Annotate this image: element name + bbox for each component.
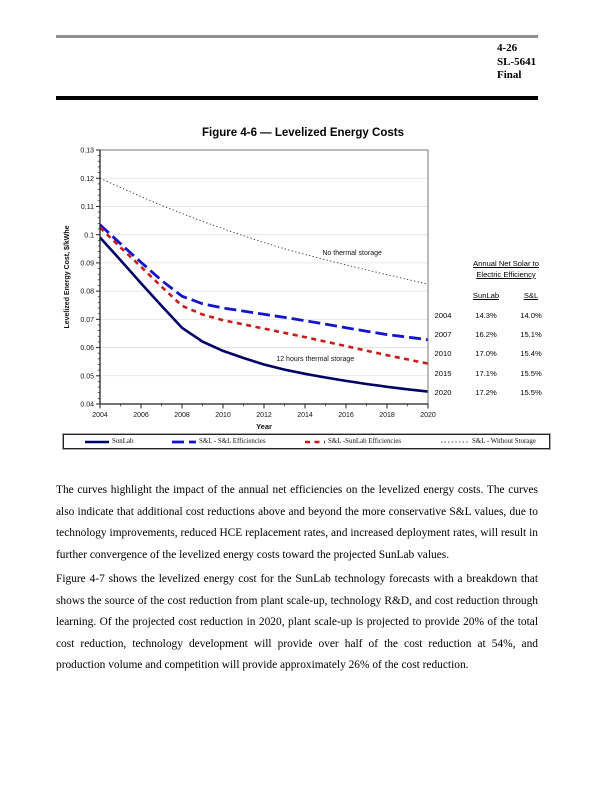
legend-line-sample [85, 440, 109, 443]
table-row-year: 2015 [434, 368, 452, 378]
y-tick-label: 0.11 [81, 204, 94, 211]
table-cell-sunlab: 16.2% [475, 329, 497, 339]
series-line-2 [99, 226, 429, 365]
x-tick-label: 2020 [420, 412, 436, 419]
series-line-3 [99, 177, 429, 285]
legend-item-1: S&L - S&L Efficiencies [172, 435, 266, 448]
annotation-1: 12 hours thermal storage [276, 356, 354, 363]
table-row-year: 2007 [434, 329, 452, 339]
y-tick-label: 0.13 [80, 148, 94, 155]
legend-line-sample [172, 440, 196, 443]
table-row-year: 2010 [434, 349, 452, 359]
y-axis-title: Levelized Energy Cost, $/kWhe [64, 225, 71, 328]
plot-border [99, 149, 429, 405]
legend-label: S&L - Without Storage [472, 438, 536, 445]
legend-line-sample [305, 440, 325, 443]
annotation-0: No thermal storage [322, 250, 382, 257]
paragraph-1: The curves highlight the impact of the a… [56, 484, 538, 561]
y-tick-label: 0.04 [80, 402, 94, 409]
legend-item-3: S&L - Without Storage [441, 435, 536, 448]
x-tick-label: 2018 [379, 412, 395, 419]
x-tick-label: 2012 [256, 412, 272, 419]
x-tick-label: 2010 [215, 412, 231, 419]
levelized-energy-costs-chart: 0.04 0.05 0.06 0.07 0.08 0.09 0.1 0.11 0.12 0.13 2… [64, 148, 436, 431]
series-line-0 [99, 236, 429, 393]
y-tick-label: 0.08 [80, 289, 94, 296]
table-cell-sunlab: 17.0% [475, 349, 497, 359]
chart-legend: SunLab S&L - S&L Efficiencies S&L -SunLab … [63, 434, 550, 449]
table-row-year: 2004 [434, 310, 452, 320]
series-line-1 [99, 223, 429, 342]
efficiency-table: SunLab S&L 2004 14.3% 14.0% 2007 16.2% 15.1% 201… [425, 286, 551, 402]
y-tick-label: 0.09 [80, 260, 94, 267]
table-cell-sl: 15.5% [520, 368, 542, 378]
y-tick-label: 0.1 [84, 232, 94, 239]
table-cell-sl: 15.4% [520, 349, 542, 359]
efficiency-table-title-line2: Electric Efficiency [476, 269, 536, 279]
header-status: Final [497, 69, 522, 82]
header-page-number: 4-26 [497, 42, 518, 54]
header-rule-black [56, 96, 538, 100]
legend-item-0: SunLab [85, 435, 133, 448]
column-header-sl: S&L [523, 291, 539, 301]
legend-label: SunLab [112, 438, 134, 445]
header-doc-number: SL-5641 [497, 55, 537, 68]
x-tick-label: 2006 [133, 412, 149, 419]
table-cell-sl: 15.1% [520, 329, 542, 339]
table-cell-sunlab: 17.1% [475, 368, 497, 378]
page-header: 4-26 SL-5641 Final [497, 42, 587, 83]
legend-line-sample [441, 441, 469, 442]
efficiency-table-title: Annual Net Solar to Electric Efficiency [461, 259, 551, 280]
header-rule-gray [56, 35, 538, 38]
y-tick-label: 0.06 [80, 345, 94, 352]
table-row-year: 2020 [434, 388, 452, 398]
x-tick-label: 2008 [174, 412, 190, 419]
efficiency-table-title-line1: Annual Net Solar to [473, 259, 539, 268]
paragraph-2: Figure 4-7 shows the levelized energy co… [56, 573, 538, 671]
x-tick-label: 2004 [92, 412, 108, 419]
table-cell-sunlab: 14.3% [475, 310, 497, 320]
table-cell-sl: 15.5% [520, 388, 542, 398]
x-tick-label: 2016 [338, 412, 354, 419]
y-tick-label: 0.07 [80, 317, 94, 324]
table-cell-sl: 14.0% [520, 310, 542, 320]
table-cell-sunlab: 17.2% [475, 388, 497, 398]
column-header-sunlab: SunLab [472, 291, 500, 301]
figure-title: Figure 4-6 — Levelized Energy Costs [202, 127, 404, 139]
x-tick-label: 2014 [297, 412, 313, 419]
y-tick-label: 0.05 [80, 373, 94, 380]
legend-item-2: S&L -SunLab Efficiencies [305, 435, 401, 448]
y-tick-label: 0.12 [80, 176, 94, 183]
legend-label: S&L -SunLab Efficiencies [328, 438, 402, 445]
legend-label: S&L - S&L Efficiencies [199, 438, 266, 445]
x-axis-title: Year [256, 422, 272, 431]
